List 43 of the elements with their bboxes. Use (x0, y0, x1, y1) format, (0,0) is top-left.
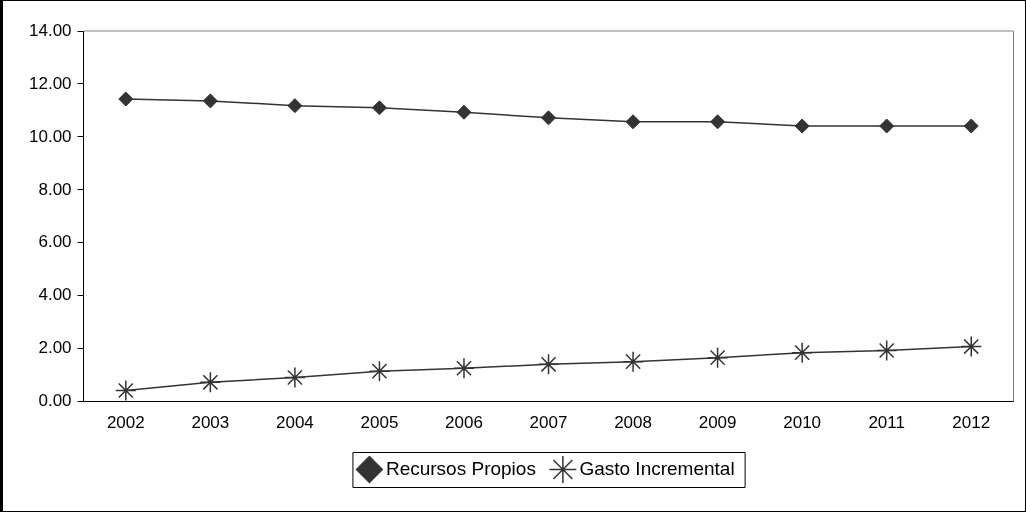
y-tick-label: 14.00 (28, 20, 72, 40)
point (710, 114, 726, 130)
x-tick-label: 2005 (360, 413, 399, 433)
legend-label: Recursos Propios (385, 457, 536, 479)
point (963, 118, 979, 134)
x-tick-label: 2009 (698, 413, 737, 433)
point (284, 366, 306, 389)
point (456, 104, 472, 120)
x-tick-label: 2010 (783, 413, 822, 433)
y-tick-label: 8.00 (38, 179, 72, 199)
point (875, 339, 898, 362)
point (879, 118, 895, 134)
y-tick-label: 10.00 (28, 126, 72, 146)
point (202, 93, 218, 109)
point (541, 110, 557, 126)
point (199, 371, 222, 394)
x-tick-label: 2012 (952, 413, 991, 433)
point (960, 335, 982, 358)
y-tick-label: 2.00 (38, 338, 72, 358)
point (453, 357, 475, 379)
x-tick-label: 2004 (275, 413, 314, 433)
y-tick-label: 4.00 (38, 285, 72, 305)
x-tick-label: 2008 (614, 413, 652, 433)
x-tick-label: 2007 (529, 413, 568, 433)
point (706, 346, 729, 369)
point (371, 100, 387, 116)
x-tick-label: 2002 (106, 413, 145, 433)
x-tick-label: 2003 (191, 413, 230, 433)
y-tick-label: 0.00 (38, 391, 72, 411)
point (118, 91, 134, 107)
point (622, 350, 644, 373)
y-tick-label: 6.00 (38, 232, 72, 252)
legend-label: Gasto Incremental (579, 457, 735, 479)
x-tick-label: 2011 (868, 413, 905, 433)
x-tick-label: 2006 (445, 413, 483, 433)
point (368, 360, 391, 382)
point (794, 118, 810, 134)
y-tick-label: 12.00 (28, 73, 72, 93)
point (115, 379, 137, 402)
point (791, 341, 813, 364)
point (537, 353, 560, 376)
point (287, 98, 303, 114)
point (625, 114, 641, 130)
